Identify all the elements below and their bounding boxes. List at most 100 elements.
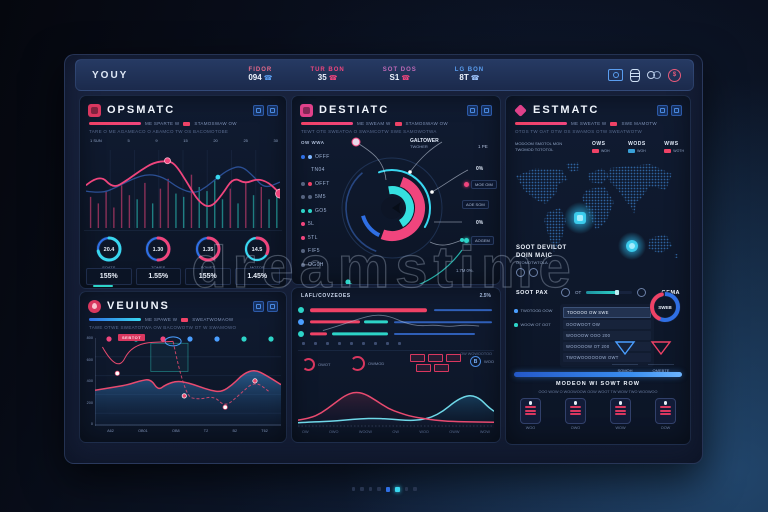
legend-item[interactable]: 5TL	[301, 231, 351, 245]
slider[interactable]	[586, 290, 633, 295]
page-dot[interactable]	[395, 487, 400, 492]
map-marker-2	[618, 232, 646, 260]
list-item[interactable]: OOOWOOT OW	[563, 320, 651, 329]
checkbox-group[interactable]	[410, 354, 461, 362]
callout-label: MOE OIM	[464, 180, 497, 189]
legend-dot	[301, 262, 305, 267]
topbar-stat[interactable]: LG BON 8T ☎	[455, 67, 484, 82]
panel-icon	[88, 103, 101, 117]
bar-segment	[309, 308, 428, 312]
panel-header: ESTMATC	[514, 102, 682, 118]
panel-action-icon[interactable]	[253, 300, 264, 312]
shield-badge[interactable]: OOW	[655, 398, 676, 430]
bar-segment	[309, 332, 327, 336]
wave-chart	[298, 391, 494, 428]
page-dot[interactable]	[351, 487, 355, 491]
currency-icon[interactable]: $	[668, 68, 681, 82]
list-item[interactable]: WOOOOW OOO 200	[563, 331, 651, 340]
page-dot[interactable]	[413, 487, 417, 491]
tick-mark	[314, 342, 317, 345]
axis-label: 400	[86, 379, 93, 383]
legend-label: OG0H	[308, 261, 324, 268]
panel-estmatc: ESTMATC ME SWEATE W SWE MAMOTW OTOS TW O…	[505, 95, 691, 445]
circle-icon[interactable]	[516, 267, 525, 277]
link-icon[interactable]	[647, 71, 661, 79]
tick-mark	[386, 342, 389, 345]
svg-text:SWEB: SWEB	[658, 305, 672, 310]
legend-chip	[394, 121, 402, 126]
phone-icon: ☎	[401, 74, 411, 82]
shield-badge[interactable]: WOW	[610, 398, 631, 430]
stat-box[interactable]: 1.55%	[135, 268, 181, 285]
panel-title: ESTMATC	[533, 104, 600, 116]
subheader-text: SWE MAMOTW	[621, 121, 657, 126]
list-item[interactable]: TWOWOOOOOOW OWT	[563, 353, 651, 362]
shield-icon	[520, 398, 541, 424]
shield-badge[interactable]: OWO	[565, 398, 586, 430]
tick-mark	[302, 342, 305, 345]
hbar-row	[298, 304, 494, 316]
legend-item[interactable]: 5M5	[301, 191, 351, 205]
map-marker-1	[564, 202, 596, 234]
panel-action-icon[interactable]	[267, 300, 278, 312]
database-icon[interactable]	[630, 68, 640, 82]
page-dot[interactable]	[360, 487, 364, 491]
legend-chip	[592, 149, 599, 153]
page-dot[interactable]	[404, 487, 408, 491]
panel-subheader: ME SPAWE W SWEATWOMAOW	[89, 317, 233, 322]
progress-bar-large	[514, 372, 682, 377]
topbar-stat[interactable]: FIDOR 094 ☎	[248, 67, 272, 82]
panel-action-icon[interactable]	[267, 104, 278, 116]
axis-label: OWO	[328, 430, 339, 434]
bar-segment	[363, 320, 388, 324]
badge-row: WOO OWO WOW OOW	[520, 398, 676, 430]
panel-action-icon[interactable]	[657, 104, 668, 116]
axis-label: A62	[107, 429, 114, 433]
legend-item[interactable]: FIF5	[301, 245, 351, 259]
legend-item[interactable]: GO5	[301, 204, 351, 218]
map-caption: SOOT DEVILOT DOIN MAIC OTOMOTWTOLA	[516, 244, 567, 277]
section-title: MODEON WI SOWT ROW	[556, 381, 640, 387]
circle-icon[interactable]	[529, 267, 538, 277]
percent-value: 2.5%	[479, 293, 491, 299]
gauge-label: SOATS	[102, 265, 115, 270]
circle-icon[interactable]	[637, 288, 647, 297]
page-dot[interactable]	[368, 487, 372, 491]
legend-label: 5TL	[308, 234, 318, 241]
circle-icon[interactable]	[561, 288, 571, 297]
stat-box[interactable]: 1.45%	[234, 268, 280, 285]
donut-chart	[341, 137, 469, 284]
stat-box[interactable]: 155%	[185, 268, 231, 285]
panel-action-icon[interactable]	[467, 104, 478, 116]
page-dot[interactable]	[377, 487, 381, 491]
checkbox-group[interactable]	[416, 364, 449, 372]
legend-label: 5L	[308, 221, 315, 228]
panel-action-icon[interactable]	[481, 104, 492, 116]
panel-action-icon[interactable]	[253, 104, 264, 116]
list-item[interactable]: WOOOOOW OT 200	[563, 342, 651, 351]
annotation-tag: SEBTOT	[118, 334, 146, 341]
world-map	[516, 162, 678, 260]
camera-icon[interactable]	[608, 69, 623, 81]
row-icon	[298, 331, 304, 337]
panel-action-icon[interactable]	[671, 104, 682, 116]
page-dot[interactable]	[385, 487, 390, 492]
shield-icon	[565, 398, 586, 424]
topbar-stat[interactable]: SOT DOS S1 ☎	[383, 67, 417, 82]
list-item[interactable]: TOOOOO OW SWE	[563, 307, 651, 318]
legend-item[interactable]: OFFT	[301, 177, 351, 191]
stat-box[interactable]: 155%	[86, 268, 132, 287]
legend-item[interactable]: TN04	[301, 164, 351, 178]
shield-badge[interactable]: WOO	[520, 398, 541, 430]
axis-label: 15	[183, 138, 188, 143]
legend-item[interactable]: OG0H	[301, 258, 351, 272]
donut-legend: OFFF TN04 OFFT 5M5 GO5 5L 5TL FIF5 OG0H	[301, 150, 351, 272]
row-icon	[298, 307, 304, 313]
legend-item[interactable]: OFFF	[301, 150, 351, 164]
legend-item[interactable]: 5L	[301, 218, 351, 232]
subheader-text: ME SWEAM W	[357, 121, 391, 126]
panel-title: LAFL/COVZEOES	[301, 293, 351, 299]
legend-label: OFFT	[315, 180, 330, 187]
topbar-stat[interactable]: TUR BON 35 ☎	[310, 67, 344, 82]
stat-label: SOT DOS	[382, 67, 417, 74]
